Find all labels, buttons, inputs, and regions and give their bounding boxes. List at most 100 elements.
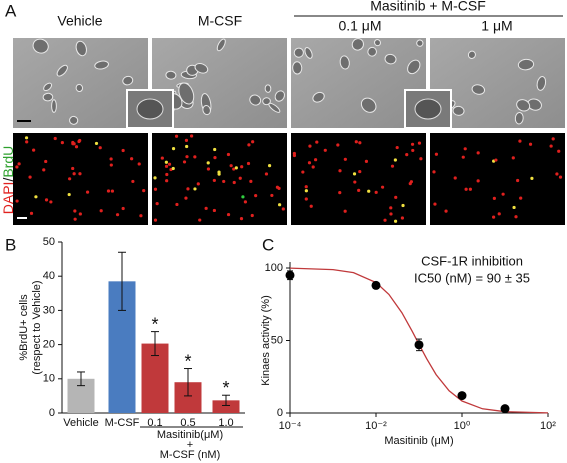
nucleus (389, 206, 393, 210)
nucleus (434, 152, 439, 156)
nucleus (514, 215, 518, 219)
nucleus (419, 157, 423, 161)
x-tick-label: M-CSF (105, 417, 140, 429)
nucleus (307, 161, 312, 165)
nucleus (15, 199, 19, 203)
y-axis-title: (respect to Vehicle) (31, 280, 43, 374)
nucleus (67, 192, 71, 197)
column-header: Vehicle (57, 13, 102, 29)
panel-label: C (262, 235, 274, 254)
nucleus (213, 147, 217, 152)
nucleus (313, 158, 318, 162)
cell (516, 99, 531, 112)
nucleus (165, 179, 169, 183)
x-tick-label: 10⁰ (454, 420, 471, 432)
y-axis-title: %BrdU+ cells (18, 294, 30, 361)
nucleus (212, 178, 216, 183)
fluorescence-image (152, 133, 287, 225)
cell (351, 38, 364, 51)
nucleus (121, 206, 125, 211)
stain-label: DAPI/BrdU (0, 146, 16, 214)
nucleus (343, 209, 347, 213)
cell (264, 84, 272, 93)
group-label: Masitinib(μM) (157, 429, 223, 441)
x-tick-label: 0.1 (147, 417, 162, 429)
nucleus (153, 187, 158, 191)
point (500, 404, 510, 414)
nucleus (557, 149, 561, 153)
group-label: + (187, 439, 193, 451)
nucleus (110, 189, 115, 193)
nucleus (251, 140, 255, 144)
point (371, 280, 381, 290)
nucleus (153, 218, 158, 222)
cell (374, 39, 381, 47)
y-tick-label: 0 (277, 407, 283, 419)
x-tick-label: 10⁻² (365, 420, 387, 432)
group-header: Masitinib + M-CSF (370, 0, 486, 14)
cell (514, 111, 524, 125)
stain-brdu: BrdU (0, 146, 16, 178)
cell (69, 115, 79, 125)
cell (178, 82, 195, 105)
stain-slash: / (0, 178, 16, 182)
nucleus (238, 176, 242, 180)
cell (339, 55, 350, 70)
nucleus (476, 179, 480, 183)
nucleus (405, 153, 409, 157)
cell (32, 38, 49, 54)
nucleus (240, 165, 244, 169)
nucleus (190, 134, 194, 138)
nucleus (74, 145, 79, 149)
y-axis-title: Kinaes activity (%) (260, 295, 272, 385)
cell (194, 63, 209, 74)
nucleus (185, 144, 189, 149)
nucleus (229, 164, 233, 168)
nucleus (239, 217, 244, 221)
nucleus (204, 206, 208, 210)
nucleus (106, 189, 111, 193)
y-tick-label: 10 (43, 373, 55, 385)
nucleus (400, 216, 405, 220)
nucleus (494, 158, 498, 162)
column-header: M-CSF (198, 13, 242, 29)
nucleus (226, 212, 231, 217)
nucleus (232, 180, 236, 185)
cell (42, 92, 54, 102)
nucleus (519, 196, 523, 200)
nucleus (206, 161, 210, 165)
cell (312, 91, 325, 103)
nucleus (109, 157, 113, 161)
cell (407, 59, 421, 75)
nucleus (34, 195, 38, 199)
nucleus (32, 148, 36, 152)
nucleus (25, 140, 29, 144)
x-axis-title: Masitinib (μM) (384, 435, 453, 447)
cell (384, 53, 397, 65)
point (285, 270, 295, 280)
cell (274, 90, 285, 102)
nucleus (315, 140, 319, 144)
y-tick-label: 40 (43, 270, 55, 282)
cell (467, 50, 476, 59)
cell (471, 84, 486, 95)
x-tick-label: Vehicle (63, 417, 98, 429)
nucleus (492, 215, 496, 219)
micrographs (13, 38, 565, 225)
nucleus (85, 190, 90, 194)
nucleus (94, 141, 99, 146)
x-tick-label: 1.0 (218, 417, 233, 429)
nucleus (165, 172, 169, 177)
nucleus (432, 170, 436, 174)
nucleus (73, 217, 77, 221)
cell (452, 105, 465, 116)
fluorescence-image (291, 133, 426, 225)
nucleus (184, 196, 188, 200)
nucleus (247, 143, 251, 147)
nucleus (160, 156, 164, 160)
nucleus (393, 219, 398, 223)
nucleus (551, 137, 555, 141)
panel-label: A (5, 1, 17, 20)
nucleus (78, 212, 82, 216)
